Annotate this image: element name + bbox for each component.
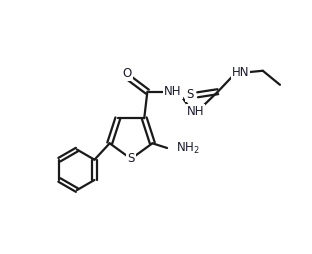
Text: O: O bbox=[123, 67, 132, 80]
Text: S: S bbox=[186, 88, 193, 101]
Text: NH: NH bbox=[187, 104, 204, 118]
Text: HN: HN bbox=[232, 66, 249, 79]
Text: NH$_2$: NH$_2$ bbox=[176, 140, 200, 155]
Text: S: S bbox=[127, 152, 135, 165]
Text: NH: NH bbox=[164, 85, 182, 98]
